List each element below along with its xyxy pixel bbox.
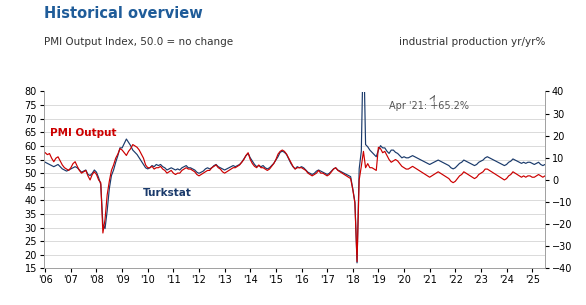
Text: PMI Output: PMI Output [50, 128, 117, 138]
Text: industrial production yr/yr%: industrial production yr/yr% [398, 37, 545, 47]
Text: Apr '21: +65.2%: Apr '21: +65.2% [389, 96, 469, 111]
Text: Historical overview: Historical overview [44, 6, 203, 21]
Text: Turkstat: Turkstat [142, 188, 192, 198]
Text: PMI Output Index, 50.0 = no change: PMI Output Index, 50.0 = no change [44, 37, 233, 47]
